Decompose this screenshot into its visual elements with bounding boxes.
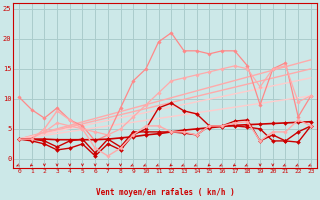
X-axis label: Vent moyen/en rafales ( kn/h ): Vent moyen/en rafales ( kn/h ) xyxy=(96,188,234,197)
